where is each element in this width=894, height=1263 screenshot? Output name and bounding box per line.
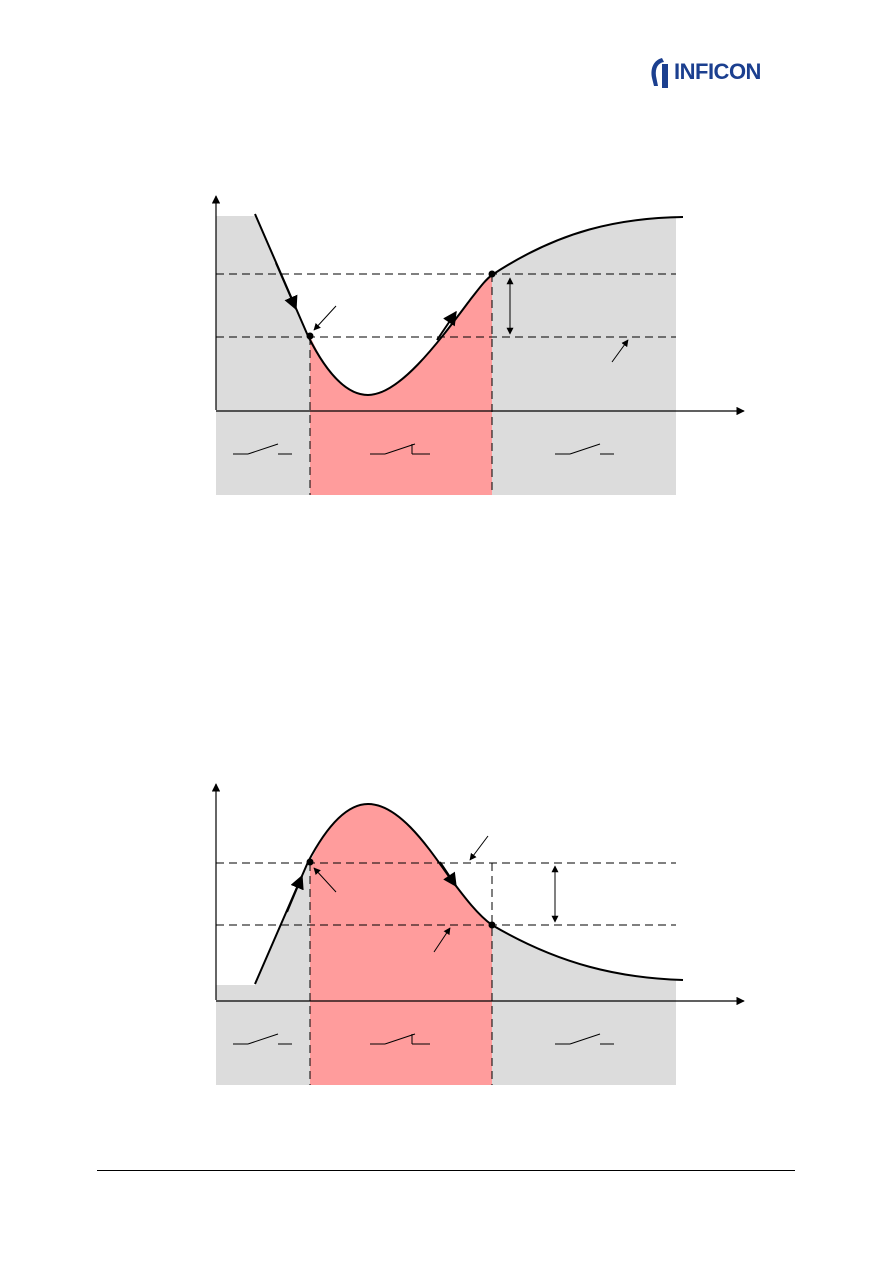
diagram-2-switch-closed-middle <box>370 1033 430 1045</box>
diagram-2-down-arrow <box>439 861 457 888</box>
diagram-2 <box>211 783 745 1085</box>
diagram-2-point-upper <box>306 858 314 866</box>
diagram-1-pointer-threshold <box>611 339 629 363</box>
diagram-1-switch-open-right <box>555 443 614 455</box>
diagram-1-switch-closed-middle <box>370 443 430 455</box>
diagram-2-gray-left <box>216 862 310 1085</box>
diagram-1-switch-open-left <box>233 443 292 455</box>
diagram-2-pointer-upper <box>313 867 337 893</box>
diagram-2-switch-open-left <box>233 1033 292 1045</box>
diagram-1-point-upper <box>488 270 496 278</box>
diagram-1-pointer-lower <box>313 305 337 331</box>
diagram-2-gray-right <box>492 925 676 1085</box>
inficon-logo-mark <box>651 58 668 88</box>
brand-name: INFICON <box>674 59 761 84</box>
diagram-2-switch-open-right <box>555 1033 614 1045</box>
footer-rule <box>97 1170 795 1171</box>
diagram-1-gray-right <box>492 216 676 495</box>
diagram-1 <box>211 195 745 495</box>
inficon-logo: INFICON <box>648 56 798 92</box>
diagram-1-gray-left <box>216 216 310 495</box>
diagram-1-red-region <box>310 275 492 495</box>
diagram-1-down-arrow <box>275 262 298 311</box>
diagram-2-up-arrow <box>286 874 304 913</box>
diagram-2-red-region <box>310 804 492 1085</box>
diagram-1-point-lower <box>306 332 314 340</box>
diagram-2-point-lower <box>488 921 496 929</box>
diagram-2-pointer-lower-curve <box>433 927 451 953</box>
diagram-1-up-arrow <box>436 310 457 341</box>
diagram-2-pointer-threshold <box>469 835 489 861</box>
diagram-1-curve <box>254 213 684 397</box>
